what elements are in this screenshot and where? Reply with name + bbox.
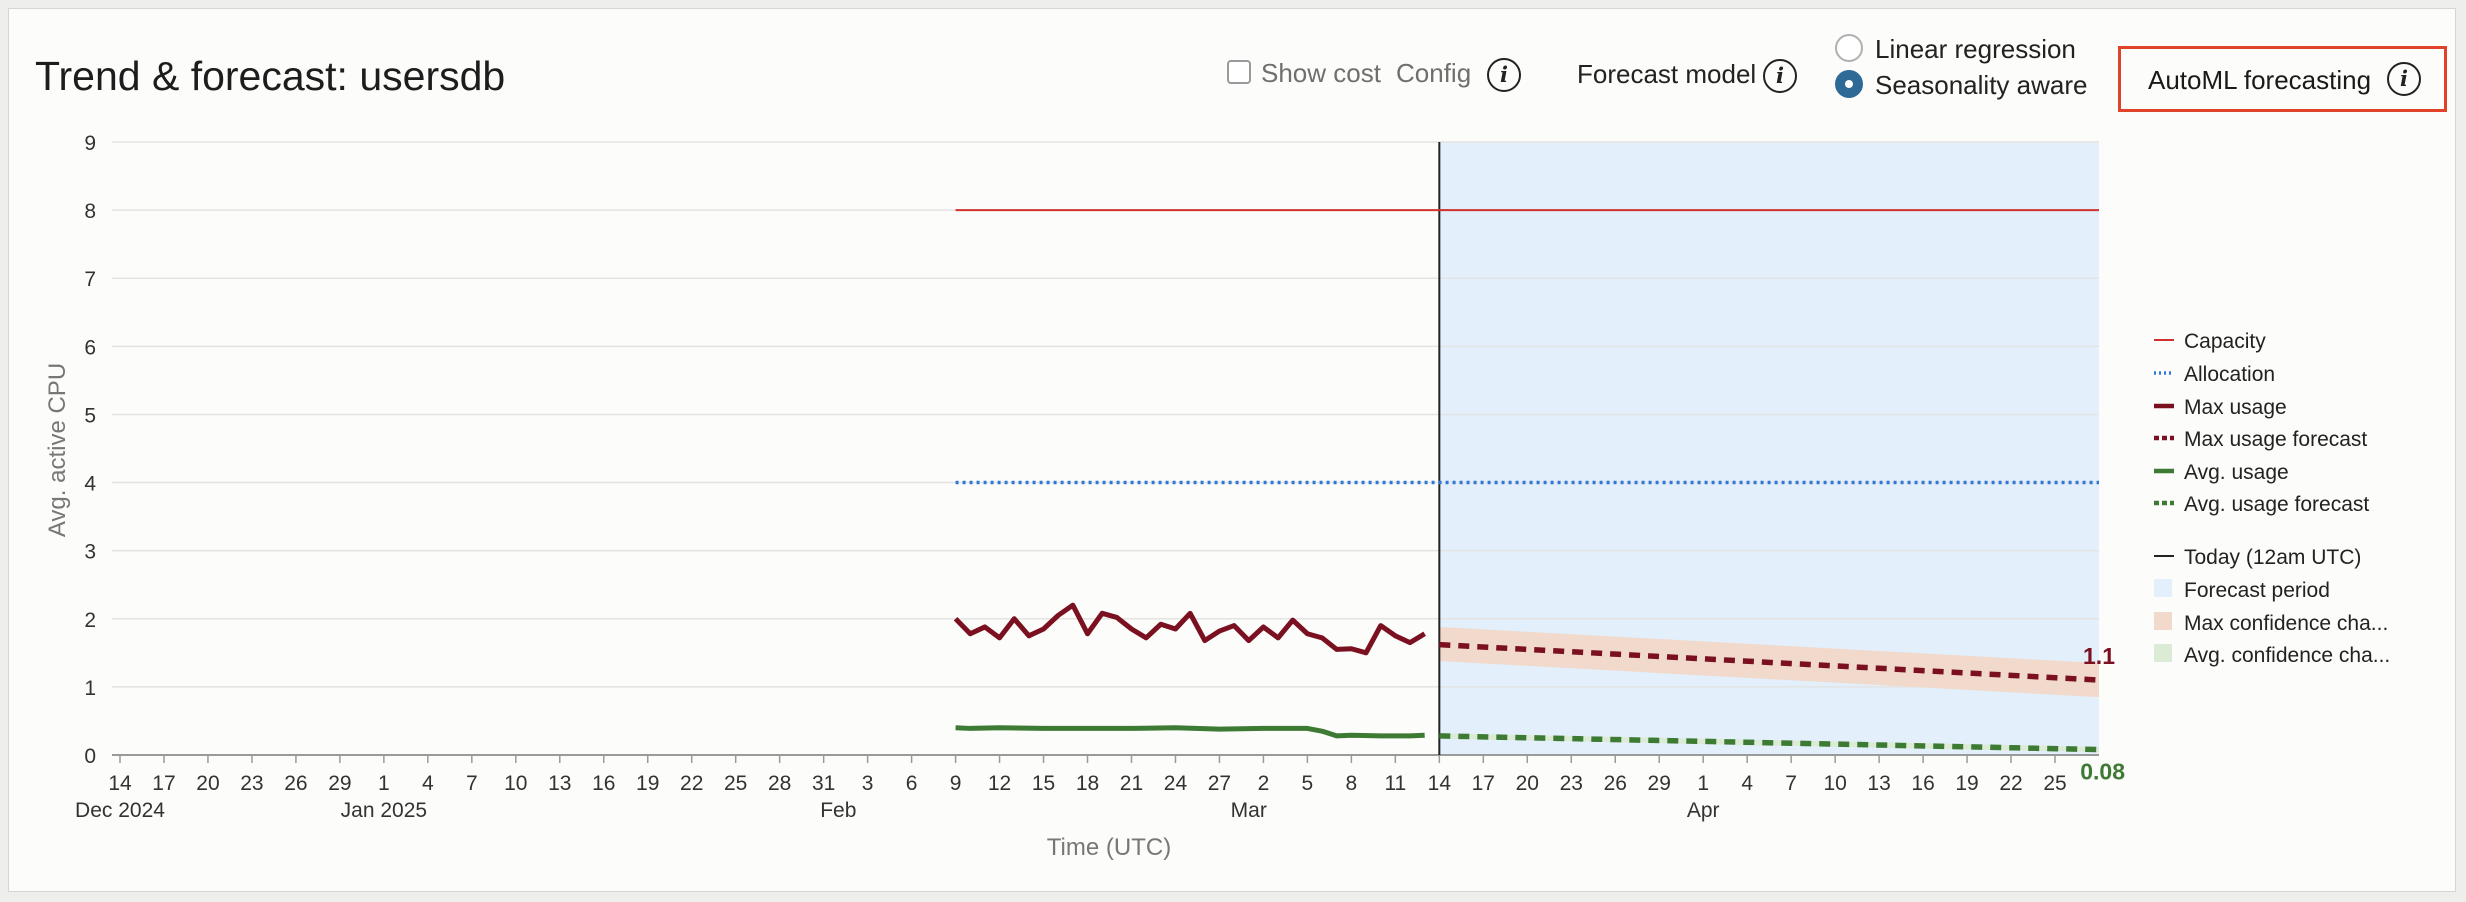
x-tick-label: 5 [1302,772,1314,795]
x-tick-label: 21 [1120,772,1143,795]
x-month-label: Dec 2024 [75,799,165,822]
x-tick-label: 16 [592,772,615,795]
x-tick-label: 28 [768,772,791,795]
max-forecast-end-label: 1.1 [2083,643,2115,669]
legend-avg-usage-forecast-label: Avg. usage forecast [2184,493,2369,516]
legend-max-confidence-cha-swatch [2154,612,2172,630]
x-tick-label: 10 [1823,772,1846,795]
x-tick-label: 26 [1604,772,1627,795]
automl-forecasting-button[interactable]: AutoML forecasting i [2118,46,2447,112]
x-tick-label: 2 [1258,772,1270,795]
x-tick-label: 31 [812,772,835,795]
show-cost-checkbox[interactable] [1227,60,1251,84]
x-tick-label: 29 [328,772,351,795]
x-tick-label: 4 [422,772,434,795]
avg-forecast-end-label: 0.08 [2080,759,2125,785]
x-month-label: Feb [820,799,856,822]
y-tick-label: 8 [84,200,96,223]
y-tick-label: 9 [84,132,96,155]
x-tick-label: 20 [1516,772,1539,795]
x-tick-label: 14 [1428,772,1452,795]
x-tick-label: 27 [1208,772,1231,795]
y-tick-label: 5 [84,404,96,427]
forecast-model-info-icon[interactable]: i [1763,59,1797,93]
linear-regression-radio[interactable] [1835,34,1863,62]
x-tick-label: 19 [1955,772,1978,795]
show-cost-label[interactable]: Show cost [1261,58,1381,88]
x-tick-label: 13 [1867,772,1890,795]
x-axis-title: Time (UTC) [1047,834,1171,861]
y-tick-label: 2 [84,609,96,632]
x-tick-label: 3 [862,772,874,795]
legend-capacity-label: Capacity [2184,330,2266,353]
x-tick-label: 29 [1648,772,1671,795]
x-tick-label: 25 [724,772,747,795]
legend-max-confidence-cha-label: Max confidence cha... [2184,612,2388,635]
x-tick-label: 1 [378,772,390,795]
x-tick-label: 24 [1164,772,1188,795]
x-tick-label: 22 [1999,772,2022,795]
x-tick-label: 22 [680,772,703,795]
config-info-icon[interactable]: i [1487,58,1521,92]
x-tick-label: 1 [1697,772,1709,795]
legend-today-12am-utc-label: Today (12am UTC) [2184,546,2361,569]
forecast-model-label: Forecast model [1577,59,1757,89]
x-tick-label: 6 [906,772,918,795]
seasonality-aware-label[interactable]: Seasonality aware [1875,70,2088,100]
x-tick-label: 14 [108,772,132,795]
legend-forecast-period-label: Forecast period [2184,579,2330,602]
x-tick-label: 19 [636,772,659,795]
page-title: Trend & forecast: usersdb [35,53,506,99]
legend-max-usage-forecast-label: Max usage forecast [2184,428,2367,451]
x-tick-label: 23 [1560,772,1583,795]
legend-max-usage-label: Max usage [2184,396,2287,419]
x-tick-label: 26 [284,772,307,795]
x-tick-label: 9 [950,772,962,795]
series-max-usage [953,602,1426,656]
automl-info-icon[interactable]: i [2387,62,2421,96]
x-month-label: Mar [1231,799,1267,822]
series-avg-usage-forecast [1439,733,2100,753]
x-tick-label: 17 [1472,772,1495,795]
config-label: Config [1396,58,1472,88]
seasonality-aware-radio[interactable] [1835,70,1863,98]
x-tick-label: 7 [466,772,478,795]
series-max-usage-forecast [1439,641,2100,683]
x-tick-label: 4 [1741,772,1753,795]
x-tick-label: 18 [1076,772,1099,795]
y-tick-label: 3 [84,541,96,564]
x-tick-label: 25 [2043,772,2066,795]
x-tick-label: 10 [504,772,527,795]
legend-forecast-period-swatch [2154,579,2172,597]
x-tick-label: 16 [1911,772,1934,795]
y-axis-title: Avg. active CPU [44,363,71,537]
x-tick-label: 8 [1346,772,1358,795]
y-tick-label: 7 [84,268,96,291]
x-tick-label: 20 [196,772,219,795]
x-tick-label: 11 [1384,772,1406,795]
x-tick-label: 15 [1032,772,1055,795]
x-tick-label: 12 [988,772,1011,795]
x-tick-label: 17 [152,772,175,795]
x-tick-label: 7 [1785,772,1797,795]
linear-regression-label[interactable]: Linear regression [1875,34,2076,64]
series-avg-usage [955,725,1425,739]
legend-avg-usage-label: Avg. usage [2184,461,2289,484]
legend-avg-confidence-cha-label: Avg. confidence cha... [2184,644,2390,667]
x-tick-label: 23 [240,772,263,795]
x-month-label: Apr [1687,799,1720,822]
y-tick-label: 1 [84,677,96,700]
y-tick-label: 0 [84,745,96,768]
x-tick-label: 13 [548,772,571,795]
automl-forecasting-label: AutoML forecasting [2148,65,2372,95]
y-tick-label: 4 [84,473,96,496]
legend-allocation-label: Allocation [2184,363,2275,386]
legend-avg-confidence-cha-swatch [2154,644,2172,662]
y-tick-label: 6 [84,336,96,359]
x-month-label: Jan 2025 [341,799,427,822]
